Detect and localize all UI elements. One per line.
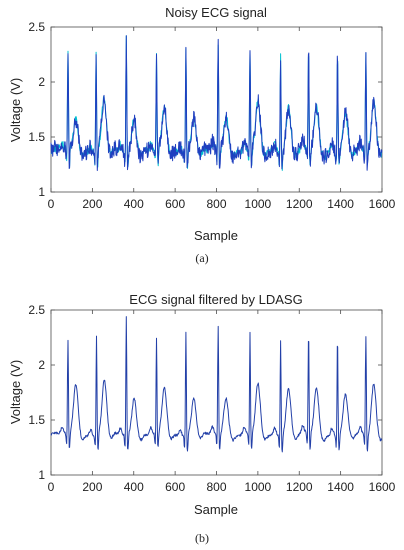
x-tick-label-a: 800 [206,197,226,211]
y-tick-label-b: 2 [38,358,45,372]
x-tick-label-a: 1400 [327,197,354,211]
y-tick-label-a: 1.5 [28,130,45,144]
x-tick-label-a: 1200 [286,197,313,211]
x-tick-label-a: 400 [124,197,144,211]
chart-title-a: Noisy ECG signal [165,5,267,20]
signal-line-filtered-b [50,316,383,453]
x-tick-label-b: 400 [124,480,144,494]
x-tick-label-b: 0 [48,480,55,494]
y-tick-label-b: 1.5 [28,413,45,427]
y-tick-label-b: 2.5 [28,303,45,317]
x-tick-label-b: 800 [206,480,226,494]
axes-box-b [50,309,383,476]
y-tick-label-b: 1 [38,468,45,482]
x-tick-label-a: 200 [82,197,102,211]
ticks-a: 0 200 400 600 800 1000 1200 1400 1600 1 1.5 2 2.5 [28,20,395,211]
y-tick-label-a: 2.5 [28,20,45,34]
y-axis-label-a: Voltage (V) [8,78,23,142]
x-tick-label-b: 600 [165,480,185,494]
x-tick-label-a: 0 [48,197,55,211]
x-axis-label-b: Sample [194,502,238,517]
signal-b [50,316,383,453]
panel-b: ECG signal filtered by LDASG 0 200 400 600 8… [8,292,396,545]
x-tick-label-b: 1400 [327,480,354,494]
ticks-b: 0 200 400 600 800 1000 1200 1400 1600 1 1.5 2 2.5 [28,303,395,494]
signal-line-noisy-a [50,35,383,171]
panel-a: Noisy ECG signal 0 200 400 600 800 1000 1200 14… [8,5,396,265]
y-axis-label-b: Voltage (V) [8,360,23,424]
x-axis-label-a: Sample [194,228,238,243]
x-tick-label-b: 1000 [245,480,272,494]
axes-box-a [50,26,383,193]
x-tick-label-a: 1000 [245,197,272,211]
signal-a [50,35,383,171]
x-tick-label-b: 1600 [369,480,396,494]
x-tick-label-b: 1200 [286,480,313,494]
caption-b: (b) [195,531,209,545]
y-tick-label-a: 1 [38,185,45,199]
x-tick-label-b: 200 [82,480,102,494]
y-tick-label-a: 2 [38,75,45,89]
chart-title-b: ECG signal filtered by LDASG [129,292,302,307]
x-tick-label-a: 1600 [369,197,396,211]
x-tick-label-a: 600 [165,197,185,211]
caption-a: (a) [195,251,208,265]
